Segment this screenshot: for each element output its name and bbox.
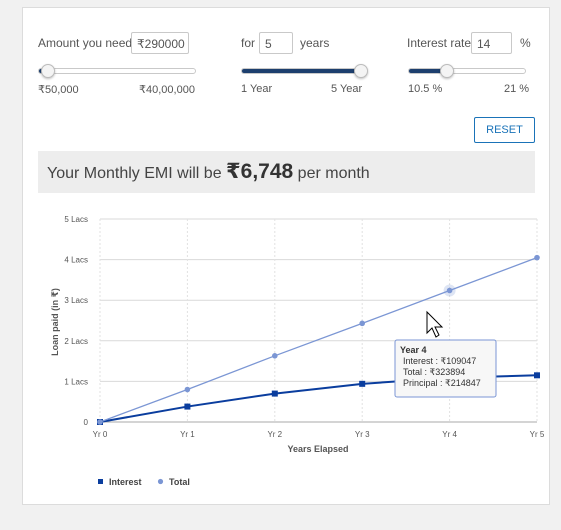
- x-tick-label: Yr 3: [355, 430, 370, 439]
- amount-min-label: ₹50,000: [38, 84, 79, 96]
- mouse-pointer-icon: [426, 310, 444, 338]
- interest-max-label: 21 %: [504, 83, 530, 95]
- data-point-total: [359, 320, 366, 327]
- interest-label: Interest rate: [407, 36, 472, 50]
- amount-label: Amount you need: [38, 36, 133, 50]
- data-point-interest: [359, 380, 366, 387]
- y-tick-label: 2 Lacs: [64, 337, 88, 346]
- y-tick-label: 1 Lacs: [64, 377, 88, 386]
- legend-label-total: Total: [169, 477, 190, 487]
- x-tick-label: Yr 1: [180, 430, 195, 439]
- emi-result-banner: Your Monthly EMI will be ₹6,748 per mont…: [38, 151, 535, 193]
- interest-slider-handle[interactable]: [440, 64, 455, 78]
- amount-slider-handle[interactable]: [40, 64, 55, 78]
- y-tick-label: 4 Lacs: [64, 256, 88, 265]
- reset-button[interactable]: RESET: [474, 117, 535, 143]
- x-tick-label: Yr 0: [93, 430, 108, 439]
- interest-value: 14: [477, 37, 491, 51]
- tenure-unit: years: [300, 36, 330, 50]
- chart-y-axis-label: Loan paid (in ₹): [50, 288, 60, 356]
- y-tick-label: 3 Lacs: [64, 296, 88, 305]
- interest-unit: %: [520, 36, 531, 50]
- interest-slider-fill: [409, 69, 448, 73]
- data-point-total: [446, 287, 453, 294]
- chart-x-axis-label: Years Elapsed: [287, 444, 348, 454]
- amount-value: 290000: [144, 37, 185, 51]
- tenure-input[interactable]: 5: [259, 32, 293, 54]
- y-tick-label: 0: [84, 418, 89, 427]
- data-point-interest: [534, 372, 540, 379]
- tenure-value: 5: [265, 37, 272, 51]
- emi-amount: ₹6,748: [226, 160, 294, 183]
- data-point-total: [272, 353, 278, 359]
- data-point-interest: [184, 403, 191, 410]
- tenure-slider-fill: [242, 69, 360, 73]
- tooltip-principal: Principal : ₹214847: [403, 378, 481, 388]
- interest-min-label: 10.5 %: [408, 83, 443, 95]
- tenure-label: for: [241, 36, 256, 50]
- legend-marker-total: [157, 478, 164, 485]
- legend-marker-interest: [98, 479, 103, 484]
- amount-max-label: ₹40,00,000: [139, 84, 195, 96]
- tenure-slider-handle[interactable]: [354, 64, 368, 78]
- tooltip-total: Total : ₹323894: [403, 367, 465, 377]
- tenure-max-label: 5 Year: [331, 83, 363, 95]
- series-line-total: [99, 257, 538, 423]
- legend-label-interest: Interest: [109, 477, 142, 487]
- x-tick-label: Yr 2: [267, 430, 282, 439]
- x-tick-label: Yr 4: [442, 430, 457, 439]
- data-point-total: [184, 386, 191, 393]
- amount-input[interactable]: ₹290000: [131, 32, 189, 54]
- tooltip-interest: Interest : ₹109047: [403, 356, 476, 366]
- emi-prefix: Your Monthly EMI will be: [47, 165, 227, 182]
- tenure-min-label: 1 Year: [241, 83, 273, 95]
- emi-suffix: per month: [293, 165, 370, 182]
- interest-slider-track[interactable]: [408, 68, 526, 74]
- rupee-prefix: ₹: [137, 37, 145, 51]
- x-tick-label: Yr 5: [530, 430, 545, 439]
- y-tick-label: 5 Lacs: [64, 215, 88, 224]
- tooltip-title: Year 4: [400, 345, 427, 355]
- data-point-total: [534, 254, 540, 261]
- data-point-interest: [271, 390, 278, 397]
- data-point-total: [97, 419, 103, 425]
- chart-tooltip: Year 4 Interest : ₹109047 Total : ₹32389…: [394, 339, 497, 398]
- interest-input[interactable]: 14: [471, 32, 512, 54]
